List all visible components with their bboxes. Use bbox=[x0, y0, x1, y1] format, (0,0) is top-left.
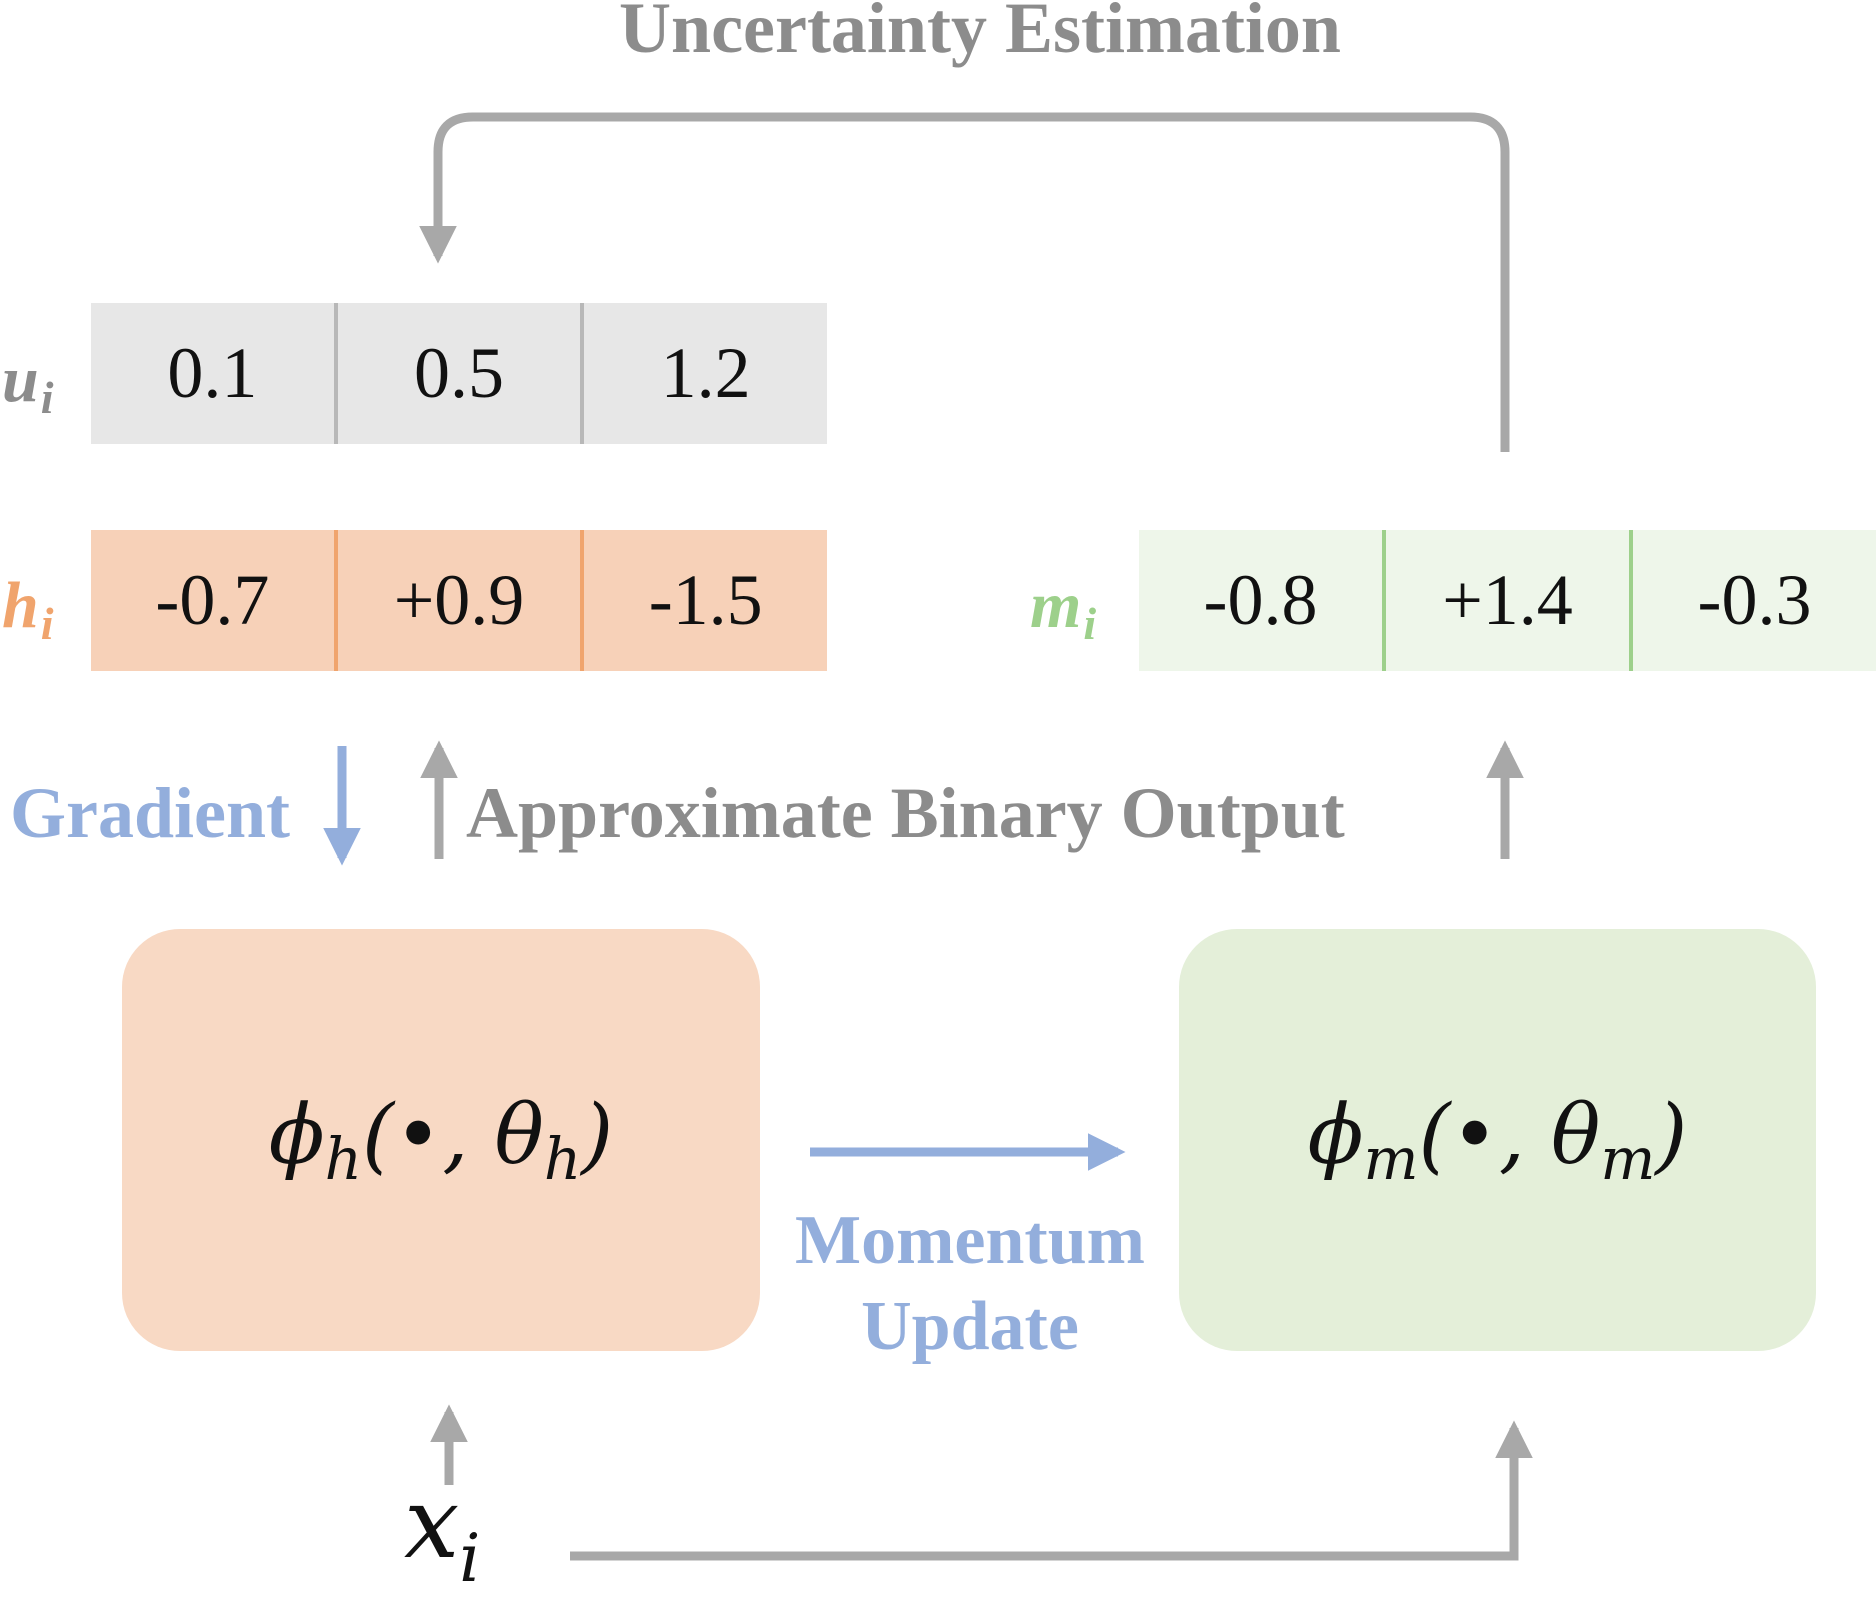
h-vector-cell: +0.9 bbox=[333, 530, 581, 671]
h-vector-symbol: h bbox=[2, 569, 39, 642]
momentum-label-line1: Momentum bbox=[795, 1202, 1145, 1279]
h-vector-subscript: i bbox=[40, 598, 54, 649]
uncertainty-estimation-arrow bbox=[419, 112, 1510, 452]
u-vector-cell: 0.1 bbox=[167, 333, 258, 413]
input-x: xi bbox=[404, 1474, 480, 1602]
momentum-label-line2: Update bbox=[861, 1288, 1079, 1365]
m-vector-subscript: i bbox=[1083, 598, 1097, 649]
u-vector-cell: 0.5 bbox=[333, 303, 581, 444]
hash-network-box: ϕh(•, θh) bbox=[122, 929, 760, 1351]
m-vector: -0.8 +1.4 -0.3 bbox=[1139, 530, 1876, 671]
u-vector-subscript: i bbox=[40, 372, 54, 423]
m-vector-symbol: m bbox=[1030, 569, 1082, 642]
u-vector-symbol: u bbox=[2, 343, 39, 416]
momentum-network-function: ϕm(•, θm) bbox=[1307, 1087, 1688, 1193]
h-vector-cell: -0.7 bbox=[155, 560, 270, 640]
gradient-label: Gradient bbox=[10, 773, 290, 853]
u-vector: 0.1 0.5 1.2 bbox=[91, 303, 827, 444]
input-arrow-m bbox=[570, 1420, 1533, 1561]
h-vector: -0.7 +0.9 -1.5 bbox=[91, 530, 827, 671]
momentum-network-box: ϕm(•, θm) bbox=[1179, 929, 1816, 1351]
momentum-update-label: Momentum Update bbox=[780, 1198, 1160, 1370]
u-vector-label: ui bbox=[2, 340, 54, 438]
m-vector-label: mi bbox=[1030, 566, 1096, 664]
hash-network-function: ϕh(•, θh) bbox=[268, 1087, 614, 1193]
m-vector-cell: -0.3 bbox=[1629, 530, 1876, 671]
m-vector-cell: -0.8 bbox=[1203, 560, 1318, 640]
input-symbol: x bbox=[404, 1467, 460, 1581]
input-subscript: i bbox=[459, 1520, 481, 1597]
u-vector-cell: 1.2 bbox=[580, 303, 827, 444]
approximate-binary-output-label: Approximate Binary Output bbox=[466, 773, 1345, 853]
m-vector-cell: +1.4 bbox=[1382, 530, 1629, 671]
h-vector-cell: -1.5 bbox=[580, 530, 827, 671]
uncertainty-estimation-title: Uncertainty Estimation bbox=[619, 0, 1341, 68]
h-vector-label: hi bbox=[2, 566, 54, 664]
